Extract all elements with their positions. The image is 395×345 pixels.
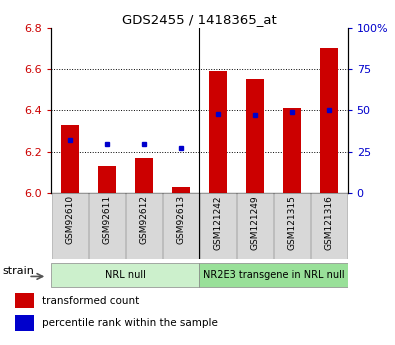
Text: GSM121242: GSM121242 bbox=[213, 195, 222, 250]
Text: GSM92613: GSM92613 bbox=[177, 195, 186, 244]
Text: GSM121316: GSM121316 bbox=[325, 195, 334, 250]
Text: GSM121249: GSM121249 bbox=[250, 195, 260, 250]
Text: GSM92612: GSM92612 bbox=[139, 195, 149, 244]
Bar bbox=[98, 166, 116, 193]
FancyBboxPatch shape bbox=[311, 193, 347, 259]
Bar bbox=[209, 71, 227, 193]
Text: NRL null: NRL null bbox=[105, 270, 146, 279]
Text: GSM121315: GSM121315 bbox=[288, 195, 297, 250]
Text: transformed count: transformed count bbox=[42, 296, 139, 306]
FancyBboxPatch shape bbox=[163, 193, 199, 259]
FancyBboxPatch shape bbox=[126, 193, 162, 259]
Bar bbox=[15, 293, 34, 308]
Bar bbox=[320, 48, 339, 193]
FancyBboxPatch shape bbox=[51, 264, 199, 287]
Bar bbox=[283, 108, 301, 193]
Bar bbox=[172, 187, 190, 193]
Title: GDS2455 / 1418365_at: GDS2455 / 1418365_at bbox=[122, 13, 277, 27]
FancyBboxPatch shape bbox=[200, 193, 236, 259]
Bar bbox=[135, 158, 153, 193]
FancyBboxPatch shape bbox=[274, 193, 310, 259]
FancyBboxPatch shape bbox=[89, 193, 125, 259]
Text: GSM92610: GSM92610 bbox=[65, 195, 74, 244]
FancyBboxPatch shape bbox=[237, 193, 273, 259]
FancyBboxPatch shape bbox=[199, 264, 348, 287]
FancyBboxPatch shape bbox=[52, 193, 88, 259]
Text: GSM92611: GSM92611 bbox=[102, 195, 111, 244]
Text: NR2E3 transgene in NRL null: NR2E3 transgene in NRL null bbox=[203, 270, 344, 279]
Text: strain: strain bbox=[3, 266, 34, 276]
Bar bbox=[246, 79, 264, 193]
Bar bbox=[60, 125, 79, 193]
Bar bbox=[15, 315, 34, 331]
Text: percentile rank within the sample: percentile rank within the sample bbox=[42, 318, 218, 328]
